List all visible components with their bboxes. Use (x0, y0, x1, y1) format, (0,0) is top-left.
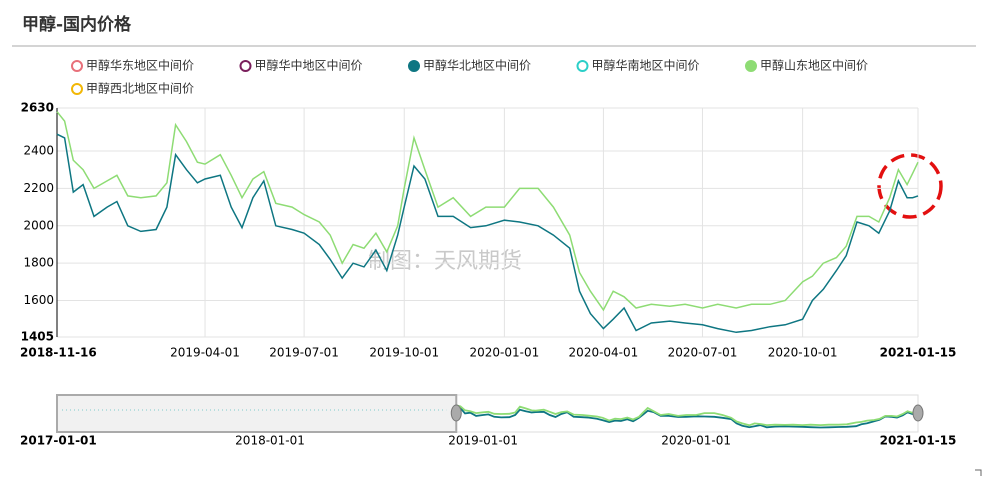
legend-marker[interactable] (239, 60, 252, 72)
slider-tick-label: 2017-01-01 (20, 434, 97, 448)
x-tick-label: 2020-10-01 (768, 346, 838, 360)
x-tick-label: 2019-10-01 (369, 346, 439, 360)
y-tick-label: 2630 (21, 101, 54, 115)
slider-handle[interactable] (912, 404, 924, 422)
slider-tick-label: 2018-01-01 (235, 434, 305, 448)
slider-tick-label: 2020-01-01 (661, 434, 731, 448)
slider-line (456, 404, 919, 427)
y-tick-label: 2400 (23, 143, 54, 157)
legend-marker[interactable] (71, 83, 83, 95)
x-tick-label: 2019-07-01 (269, 346, 339, 360)
slider-handle[interactable] (450, 404, 462, 422)
x-tick-label: 2020-04-01 (569, 346, 639, 360)
x-tick-label: 2020-07-01 (668, 346, 738, 360)
highlight-circle (877, 153, 943, 219)
chart-title: 甲醇-国内价格 (22, 14, 132, 35)
legend-label[interactable]: 甲醇华南地区中间价 (592, 58, 700, 73)
slider-tick-label: 2021-01-15 (880, 434, 957, 448)
legend-marker[interactable] (576, 60, 589, 72)
x-tick-label: 2020-01-01 (469, 346, 539, 360)
x-tick-label: 2019-04-01 (170, 346, 240, 360)
y-tick-label: 2200 (23, 181, 54, 195)
series-line (56, 111, 919, 312)
slider-window (56, 394, 458, 433)
x-tick-label: 2021-01-15 (880, 346, 957, 360)
series-line (56, 133, 919, 334)
slider-tick-label: 2019-01-01 (448, 434, 518, 448)
legend-label[interactable]: 甲醇华北地区中间价 (423, 58, 531, 73)
y-tick-label: 2000 (23, 218, 54, 232)
resize-corner (975, 469, 982, 476)
legend-label[interactable]: 甲醇山东地区中间价 (760, 58, 868, 73)
legend-marker[interactable] (71, 60, 83, 72)
y-tick-label: 1800 (23, 256, 54, 270)
legend-label[interactable]: 甲醇华东地区中间价 (86, 58, 194, 73)
y-tick-label: 1600 (23, 293, 54, 307)
legend-marker[interactable] (745, 60, 757, 72)
x-tick-label: 2018-11-16 (20, 346, 97, 360)
legend-label[interactable]: 甲醇西北地区中间价 (86, 81, 194, 96)
legend-label[interactable]: 甲醇华中地区中间价 (255, 58, 363, 73)
slider-line (456, 406, 919, 429)
legend-marker[interactable] (408, 60, 420, 72)
watermark: 制图：天风期货 (368, 249, 522, 274)
y-tick-label: 1405 (21, 330, 54, 344)
